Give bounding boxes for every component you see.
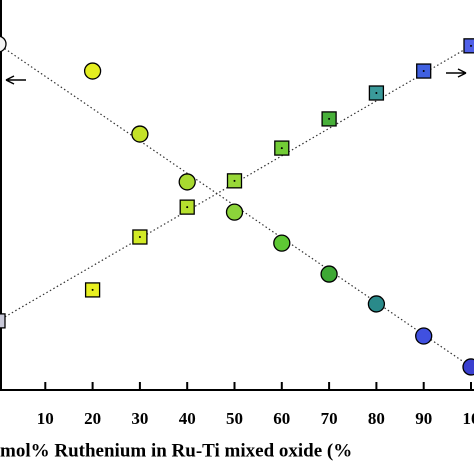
x-tick-label: 60 — [273, 409, 290, 428]
x-tick-label: 80 — [368, 409, 385, 428]
arrow-left — [5, 75, 26, 85]
circle-point — [131, 125, 149, 143]
x-tick-label: 10 — [37, 409, 54, 428]
trend-line — [0, 44, 472, 368]
x-tick-label: 30 — [131, 409, 148, 428]
x-tick-label: 90 — [415, 409, 432, 428]
square-dot — [375, 92, 378, 94]
x-tick-label: 40 — [179, 409, 196, 428]
square-dot — [186, 206, 189, 209]
square-point — [0, 313, 6, 329]
x-tick-label: 70 — [321, 409, 338, 428]
square-dot — [422, 70, 425, 73]
x-tick-label: 20 — [84, 409, 101, 428]
circle-point — [415, 327, 433, 345]
x-tick-label: 50 — [226, 409, 243, 428]
x-tick-label: 10 — [463, 409, 474, 428]
square-dot — [328, 117, 331, 120]
x-axis-label: mol% Ruthenium in Ru-Ti mixed oxide (% — [0, 440, 352, 461]
arrow-right — [446, 68, 467, 78]
square-dot — [91, 288, 94, 291]
circle-point — [225, 203, 244, 221]
square-point — [463, 38, 474, 54]
square-dot — [280, 147, 283, 150]
square-dot — [138, 236, 141, 238]
circle-point — [273, 234, 291, 252]
circle-point — [462, 358, 474, 376]
circle-point — [320, 265, 338, 283]
circle-point — [0, 35, 7, 53]
square-dot — [470, 44, 472, 47]
circle-point — [178, 173, 196, 191]
circle-point — [367, 295, 386, 313]
circle-point — [83, 62, 102, 80]
square-dot — [233, 179, 236, 182]
